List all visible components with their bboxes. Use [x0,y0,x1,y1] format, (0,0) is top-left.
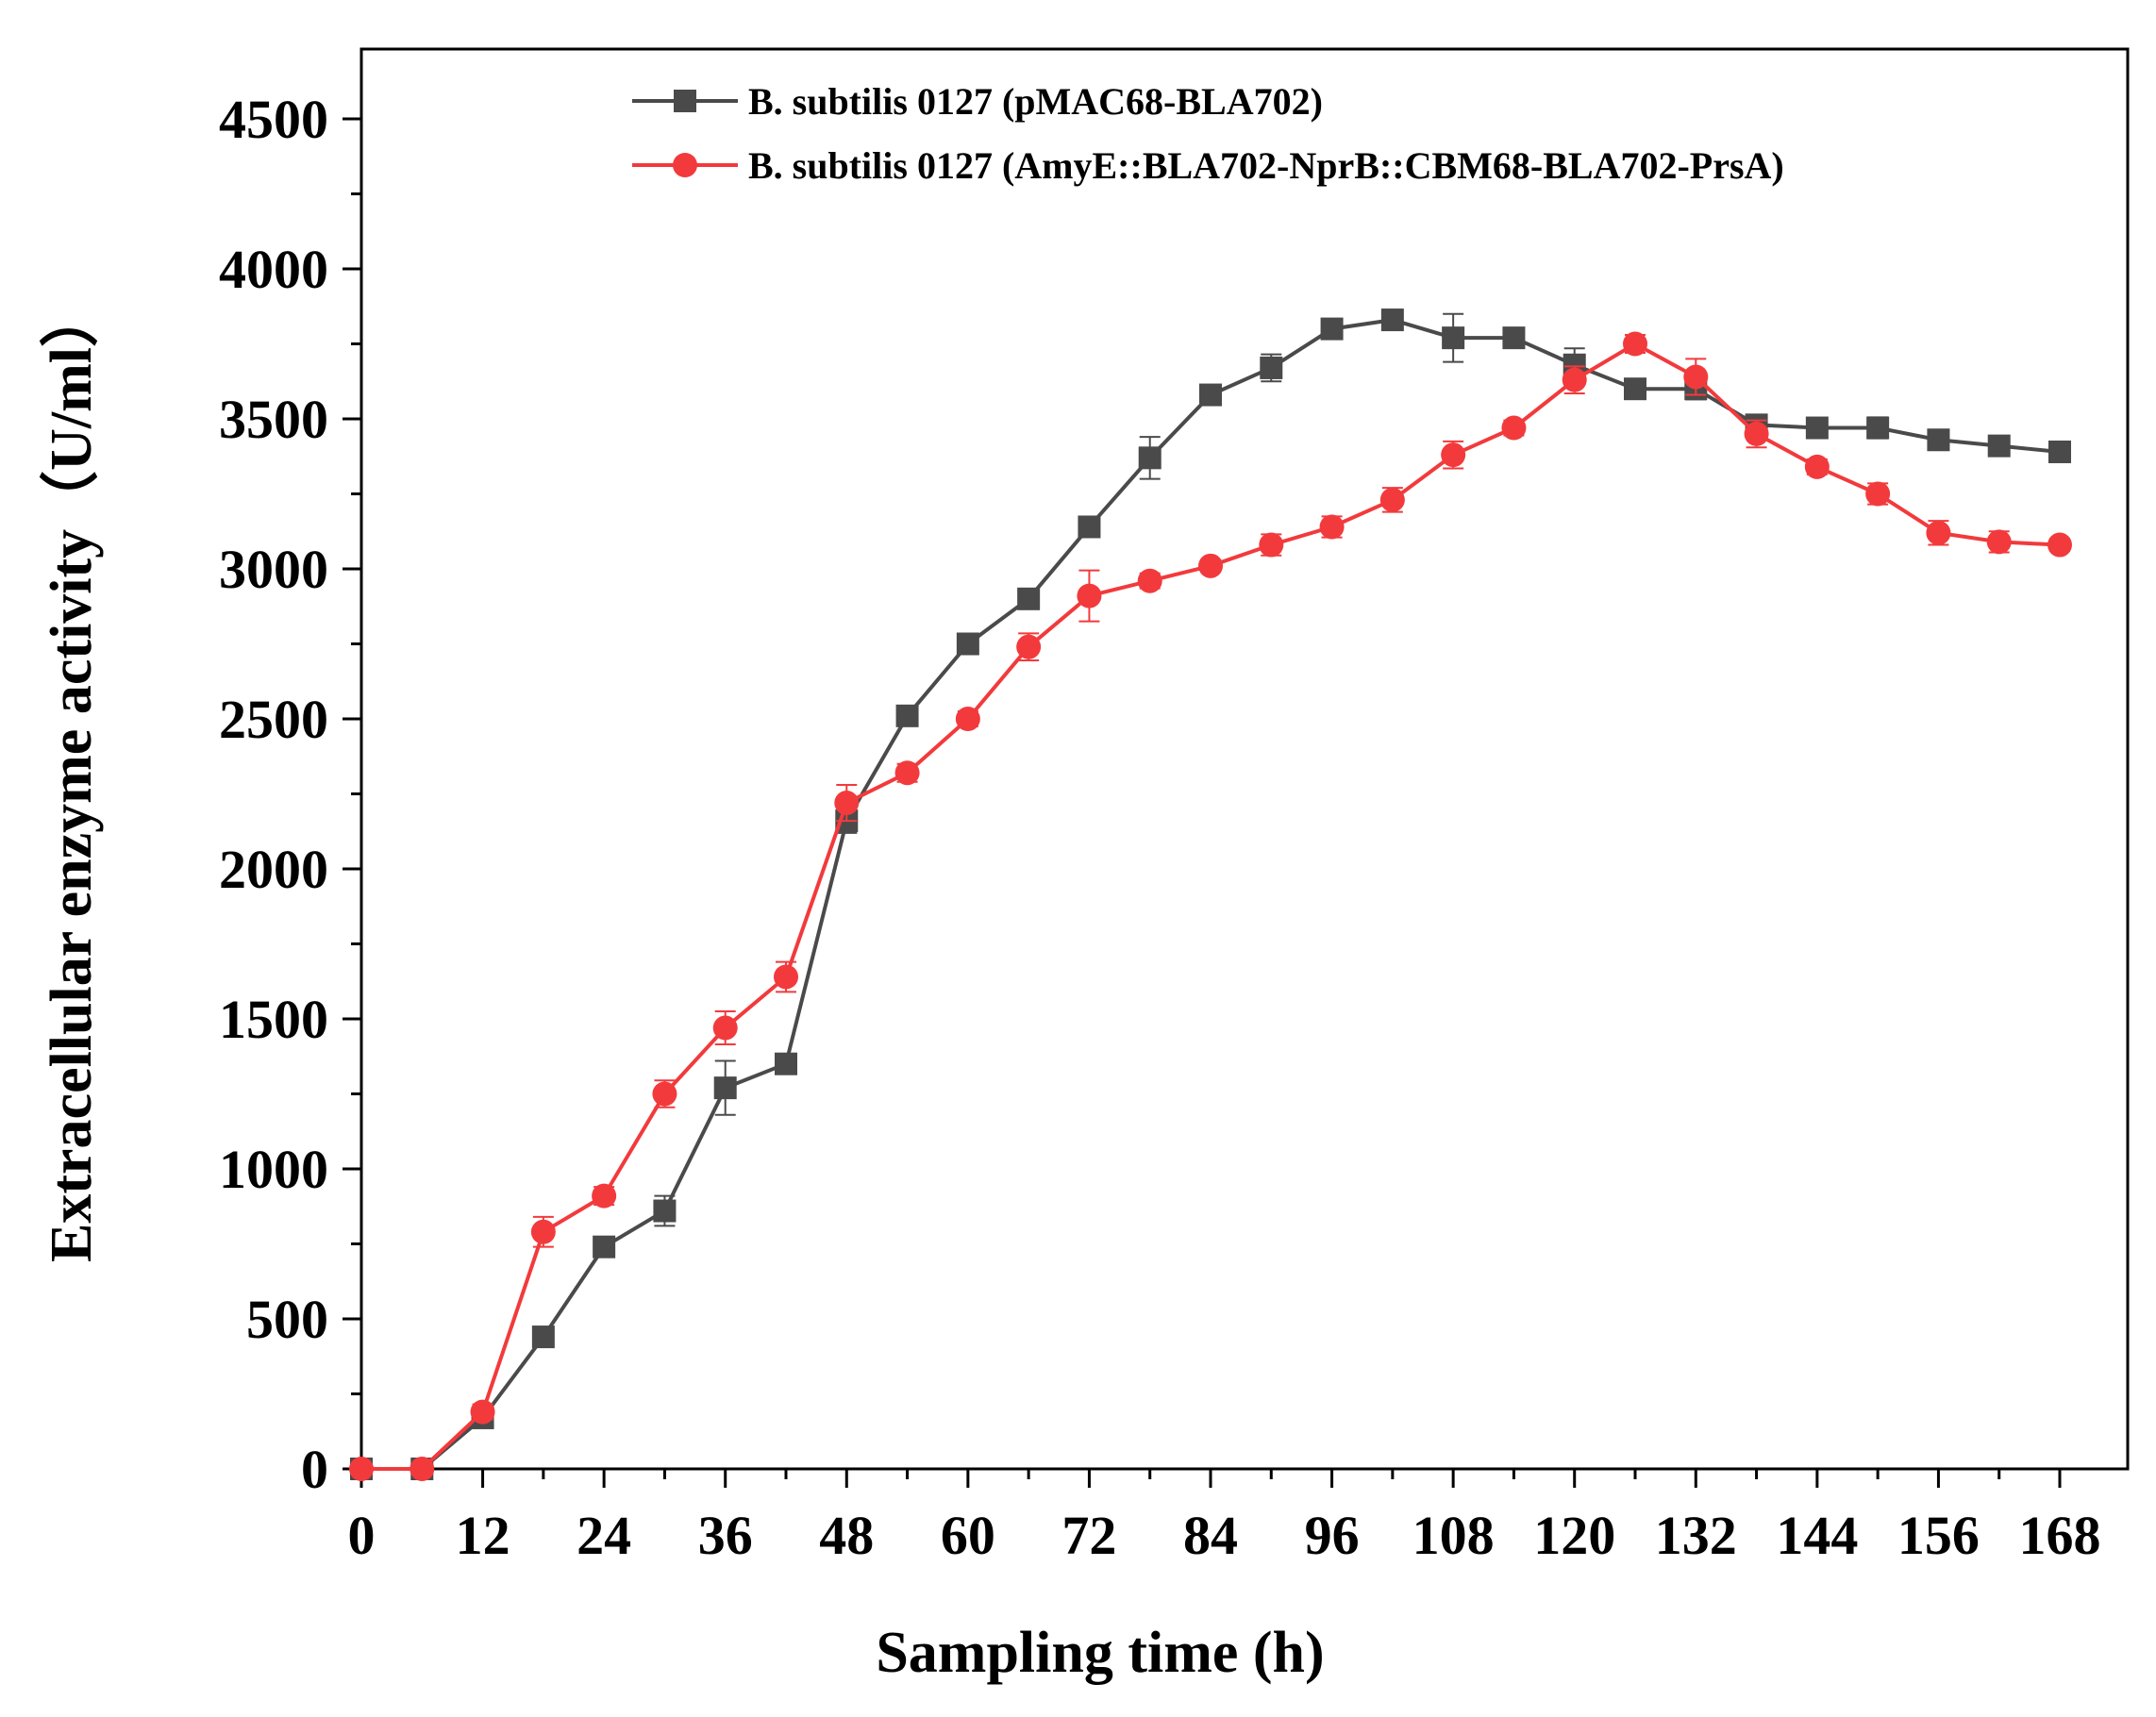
data-point [775,1052,797,1075]
data-point [1502,326,1526,350]
data-point [530,1219,556,1244]
series-1 [350,308,2071,1480]
data-point [1744,421,1769,446]
y-tick-label: 0 [301,1439,328,1500]
x-tick-label: 36 [698,1505,753,1566]
data-point [713,1076,737,1100]
series-line [361,342,2061,1471]
data-point [1017,587,1041,610]
data-point [1442,326,1465,350]
y-axis-title: Extracellular enzyme activity（U/ml） [38,289,104,1262]
legend-marker [674,90,696,112]
y-tick-label: 500 [246,1289,328,1350]
x-tick-label: 96 [1305,1505,1360,1566]
legend-entry-2: B. subtilis 0127 (AmyE::BLA702-NprB::CBM… [632,144,1784,187]
x-tick-label: 24 [577,1505,631,1566]
data-point [895,704,919,727]
x-tick-label: 0 [348,1505,376,1566]
axes: 0 500 1000 1500 2000 2500 3000 3500 4000 4500 0 12 2… [219,47,2130,1566]
data-point [652,1081,677,1107]
data-point [1137,568,1162,593]
data-point [1016,634,1042,659]
series-line [361,318,2061,1471]
legend: B. subtilis 0127 (pMAC68-BLA702) B. subti… [632,80,1784,187]
data-point [470,1399,495,1425]
data-point [1804,454,1830,479]
plot-series [349,308,2072,1481]
data-point [1986,529,2012,555]
data-point [1562,367,1587,392]
x-tick-label: 60 [941,1505,995,1566]
data-point [1260,356,1283,379]
x-tick-label: 120 [1533,1505,1615,1566]
legend-marker [673,153,697,177]
data-point [1624,377,1646,401]
data-point [1199,383,1222,407]
data-point [1866,416,1890,440]
x-tick-label: 108 [1412,1505,1495,1566]
data-point [1379,487,1405,512]
y-tick-label: 4500 [219,89,328,150]
data-point [409,1457,435,1481]
data-point [1926,520,1951,545]
data-point [774,964,798,990]
y-tick-label: 2500 [219,689,328,750]
x-tick-label: 144 [1776,1505,1858,1566]
data-point [1198,553,1223,578]
x-tick-label: 156 [1897,1505,1980,1566]
y-tick-label: 1000 [219,1139,328,1200]
data-point [894,760,920,786]
data-point [2048,440,2071,463]
data-point [2047,532,2072,558]
x-tick-label: 48 [819,1505,874,1566]
data-point [955,707,980,731]
data-point [956,632,979,656]
data-point [593,1235,616,1259]
legend-label: B. subtilis 0127 (AmyE::BLA702-NprB::CBM… [748,144,1784,187]
data-point [531,1325,555,1349]
y-tick-label: 2000 [219,839,328,900]
x-tick-label: 72 [1061,1505,1116,1566]
data-point [1259,532,1284,558]
data-point [592,1183,617,1209]
y-tick-label: 4000 [219,239,328,300]
data-point [349,1457,374,1481]
data-point [1927,428,1950,452]
x-tick-label: 132 [1655,1505,1737,1566]
data-point [1078,515,1101,539]
data-point [1380,308,1404,332]
data-point [1320,317,1344,341]
data-point [1501,415,1527,441]
x-tick-label: 168 [2019,1505,2101,1566]
data-point [1623,331,1647,357]
data-point [1077,583,1102,608]
data-point [1987,434,2011,458]
data-point [1865,481,1891,507]
y-tick-label: 1500 [219,989,328,1050]
data-point [1683,364,1709,390]
data-point [653,1199,677,1223]
legend-entry-1: B. subtilis 0127 (pMAC68-BLA702) [632,80,1323,123]
data-point [712,1015,738,1041]
x-axis-title: Sampling time (h) [876,1621,1324,1685]
x-tick-label: 84 [1183,1505,1238,1566]
y-tick-label: 3500 [219,389,328,450]
data-point [1138,446,1162,470]
data-point [1319,514,1345,540]
plot-frame [359,47,2130,1471]
x-tick-label: 12 [456,1505,510,1566]
y-tick-label: 3000 [219,539,328,600]
legend-label: B. subtilis 0127 (pMAC68-BLA702) [748,80,1323,123]
data-point [1441,442,1466,468]
data-point [834,791,860,816]
series-2 [349,331,2072,1481]
data-point [1805,416,1829,440]
